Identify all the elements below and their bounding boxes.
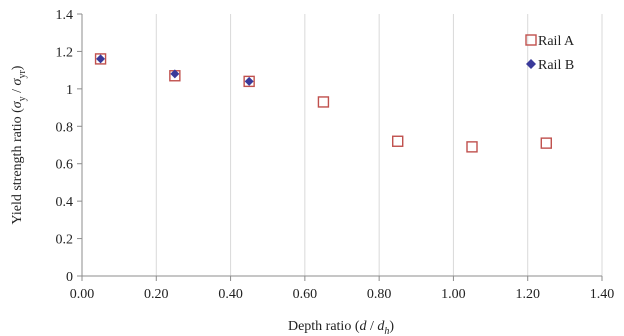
y-axis-title-sep: / [10,85,25,96]
y-axis-title-sub: y [17,96,28,101]
x-tick-label: 1.20 [515,287,540,302]
y-tick-label: 0 [66,270,73,285]
y-tick-label: 0.6 [56,158,74,173]
axes [77,13,603,281]
y-tick-label: 1 [66,83,73,98]
rail-a-point [392,135,404,147]
rail-a-point [540,137,552,149]
y-tick-label: 0.2 [56,233,74,248]
rail-a-point [243,75,255,88]
x-tick-label: 0.00 [70,287,95,302]
y-tick-label: 0.8 [56,120,74,135]
legend-marker-rail-a [525,34,537,46]
x-tick-label: 1.00 [441,287,466,302]
x-axis-title: Depth ratio (d / dh) [288,319,394,336]
rail-a-point [94,53,107,65]
y-axis-title-prefix: Yield strength ratio ( [10,108,25,225]
x-axis-title-sep: / [366,319,377,334]
x-axis-title-sub: h [384,326,389,336]
x-axis-title-d: d [359,319,367,334]
rail-b-point [170,69,180,79]
x-tick-label: 0.20 [144,287,169,302]
y-axis-title-sigma2: σ [10,77,25,85]
y-axis-title-sigma: σ [10,100,25,108]
rail-b-point [244,76,254,86]
y-axis-title-sub2: yr [17,70,28,79]
y-axis-title: Yield strength ratio (σy / σyr) [10,65,28,224]
rail-a-point [317,96,330,108]
x-tick-labels: 0.00 0.20 0.40 0.60 0.80 1.00 1.20 1.40 [70,287,615,302]
legend-label-rail-b: Rail B [538,58,574,73]
legend-marker-rail-b [526,59,536,69]
legend-label-rail-a: Rail A [538,34,575,49]
legend: Rail A Rail B [525,34,575,73]
x-tick-label: 0.60 [293,287,318,302]
y-tick-label: 1.2 [56,45,74,60]
data-series [94,53,552,153]
y-tick-label: 1.4 [56,8,74,23]
x-axis-title-suffix: ) [389,319,394,334]
y-axis-title-suffix: ) [10,65,25,70]
y-tick-labels: 0 0.2 0.4 0.6 0.8 1 1.2 1.4 [56,8,74,285]
y-tick-label: 0.4 [56,195,74,210]
rail-b-point [96,54,106,64]
x-tick-label: 1.40 [590,287,615,302]
grid-lines [155,14,603,276]
x-axis-title-prefix: Depth ratio ( [288,319,360,334]
x-axis-title-d2: d [377,319,385,334]
x-tick-label: 0.40 [218,287,243,302]
x-tick-label: 0.80 [367,287,392,302]
rail-a-point [466,141,478,153]
